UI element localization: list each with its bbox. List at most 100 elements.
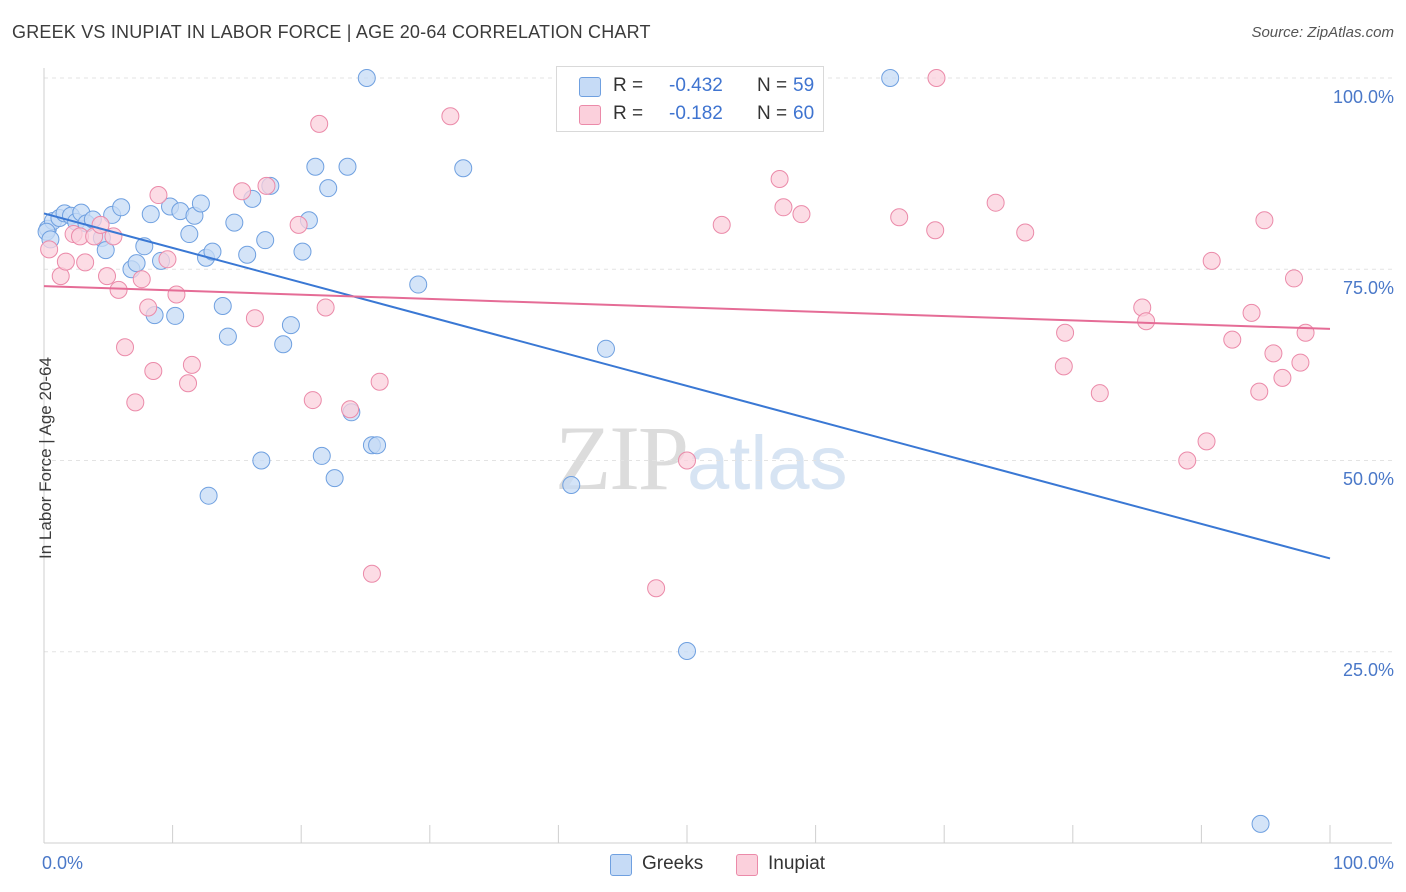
inupiat-point (1296, 323, 1315, 342)
greeks-point (368, 436, 387, 455)
inupiat-point (182, 355, 201, 374)
inupiat-point (149, 186, 168, 205)
greeks-point (213, 296, 232, 315)
n-value-inupiat: 60 (793, 103, 815, 124)
inupiat-point (233, 182, 252, 201)
greeks-point (203, 242, 222, 261)
greeks-point (238, 245, 257, 264)
inupiat-point (1202, 251, 1221, 270)
chart-title: GREEK VS INUPIAT IN LABOR FORCE | AGE 20… (12, 22, 651, 42)
greeks-point (180, 225, 199, 244)
inupiat-point (40, 240, 59, 259)
inupiat-point (76, 253, 95, 272)
greeks-point (141, 205, 160, 224)
r-value-greeks: -0.432 (669, 75, 723, 96)
inupiat-point (167, 285, 186, 304)
r-value-inupiat: -0.182 (669, 103, 723, 124)
inupiat-point (310, 114, 329, 133)
inupiat-point (341, 400, 360, 419)
inupiat-point (1223, 330, 1242, 349)
watermark-zip: ZIP (555, 407, 689, 509)
y-tick-label-100: 100.0% (1332, 87, 1394, 107)
y-axis-label: In Labor Force | Age 20-64 (35, 357, 55, 559)
y-tick-label-75: 75.0% (1342, 278, 1394, 298)
inupiat-point (712, 215, 731, 234)
greeks-point (96, 241, 115, 260)
greeks-point (274, 335, 293, 354)
inupiat-point (316, 298, 335, 317)
watermark: ZIPatlas (555, 405, 848, 511)
inupiat-point (1255, 211, 1274, 230)
inupiat-point (1178, 451, 1197, 470)
inupiat-point (56, 252, 75, 271)
greeks-point (312, 446, 331, 465)
inupiat-point (647, 579, 666, 598)
greeks-legend-label: Greeks (642, 853, 704, 874)
greeks-point (357, 69, 376, 87)
inupiat-point (303, 391, 322, 410)
inupiat-point (179, 374, 198, 393)
inupiat-point (770, 169, 789, 188)
inupiat-point (289, 215, 308, 234)
watermark-atlas: atlas (687, 421, 848, 506)
greeks-point (562, 475, 581, 494)
greeks-point (338, 157, 357, 176)
series-legend: Greeks Inupiat (0, 852, 1406, 878)
inupiat-trend-line (43, 285, 1331, 330)
inupiat-point (890, 208, 909, 227)
greeks-point (409, 275, 428, 294)
chart-source: Source: ZipAtlas.com (1251, 24, 1394, 41)
greeks-point (281, 316, 300, 335)
inupiat-point (1016, 223, 1035, 242)
inupiat-point (257, 176, 276, 195)
inupiat-point (792, 205, 811, 224)
greeks-legend-swatch (610, 854, 632, 876)
inupiat-point (362, 564, 381, 583)
inupiat-point (1242, 303, 1261, 322)
x-tick-label-0: 0.0% (42, 853, 84, 873)
inupiat-point (109, 280, 128, 299)
inupiat-point (986, 193, 1005, 212)
greeks-swatch (579, 77, 601, 97)
greeks-point (293, 242, 312, 261)
greeks-point (225, 213, 244, 232)
greeks-point (319, 179, 338, 198)
inupiat-legend-label: Inupiat (768, 853, 826, 874)
greeks-point (596, 339, 615, 358)
inupiat-point (126, 393, 145, 412)
greeks-point (1251, 814, 1270, 833)
inupiat-point (1273, 368, 1292, 387)
inupiat-point (1197, 432, 1216, 451)
n-value-greeks: 59 (793, 75, 815, 96)
greeks-point (218, 327, 237, 346)
inupiat-point (1284, 269, 1303, 288)
greeks-trend-line (43, 212, 1331, 560)
correlation-legend: R = -0.432 N = 59 R = -0.182 N = 60 (556, 66, 824, 132)
y-tick-label-50: 50.0% (1342, 469, 1394, 489)
inupiat-point (441, 107, 460, 126)
inupiat-point (1264, 344, 1283, 363)
inupiat-point (1056, 323, 1075, 342)
x-tick-label-100: 100.0% (1332, 853, 1394, 873)
greeks-point (256, 231, 275, 250)
r-label: R = (613, 103, 644, 124)
inupiat-point (116, 338, 135, 357)
y-tick-label-25: 25.0% (1342, 660, 1394, 680)
inupiat-legend-swatch (736, 854, 758, 876)
n-label: N = (757, 103, 788, 124)
inupiat-point (132, 270, 151, 289)
greeks-point (166, 306, 185, 325)
greeks-point (881, 69, 900, 87)
r-label: R = (613, 75, 644, 96)
greeks-point (678, 641, 696, 660)
greeks-point (252, 451, 271, 470)
inupiat-point (144, 361, 163, 380)
inupiat-point (245, 309, 264, 328)
greeks-point (127, 254, 146, 273)
greeks-point (325, 469, 344, 488)
inupiat-point (158, 250, 177, 269)
greeks-point (306, 157, 325, 176)
inupiat-point (104, 227, 123, 246)
inupiat-swatch (579, 105, 601, 125)
